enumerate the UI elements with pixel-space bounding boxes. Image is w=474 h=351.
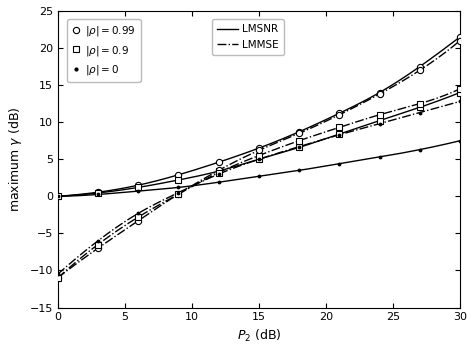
X-axis label: $P_2$ (dB): $P_2$ (dB) (237, 328, 281, 344)
Y-axis label: maximum $\gamma$ (dB): maximum $\gamma$ (dB) (7, 106, 24, 212)
Legend: LMSNR, LMMSE: LMSNR, LMMSE (212, 19, 284, 55)
